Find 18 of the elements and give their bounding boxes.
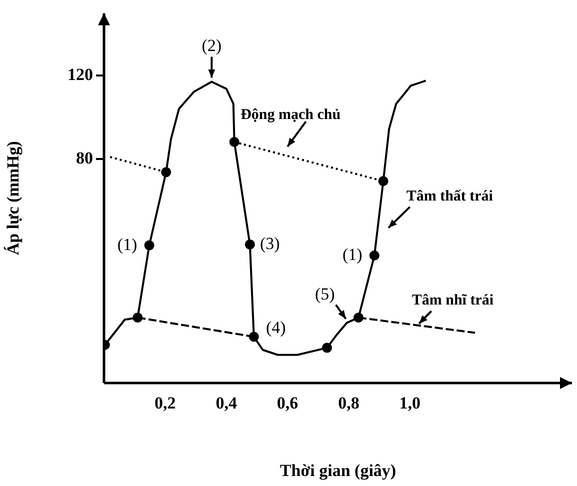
annotation: (2) [202,36,222,56]
series-label: Tâm thất trái [406,188,493,204]
x-tick-label: 0,6 [276,394,298,413]
y-tick-label: 120 [68,65,93,84]
x-tick-label: 1,0 [399,394,421,413]
x-tick-label: 0,8 [338,394,360,413]
x-tick-label: 0,2 [154,394,176,413]
annotation: (1) [117,234,138,254]
annotation: (3) [260,234,280,253]
series-label: Động mạch chủ [240,107,341,124]
series-label: Tâm nhĩ trái [412,292,494,309]
y-tick-label: 80 [76,148,93,168]
x-tick-label: 0,4 [216,394,238,413]
annotation: (5) [314,284,335,304]
annotation: (1) [342,244,362,264]
x-axis-title: Thời gian (giây) [280,461,396,480]
y-axis-title: Áp lực (mmHg) [4,141,23,256]
annotation: (4) [266,318,286,338]
